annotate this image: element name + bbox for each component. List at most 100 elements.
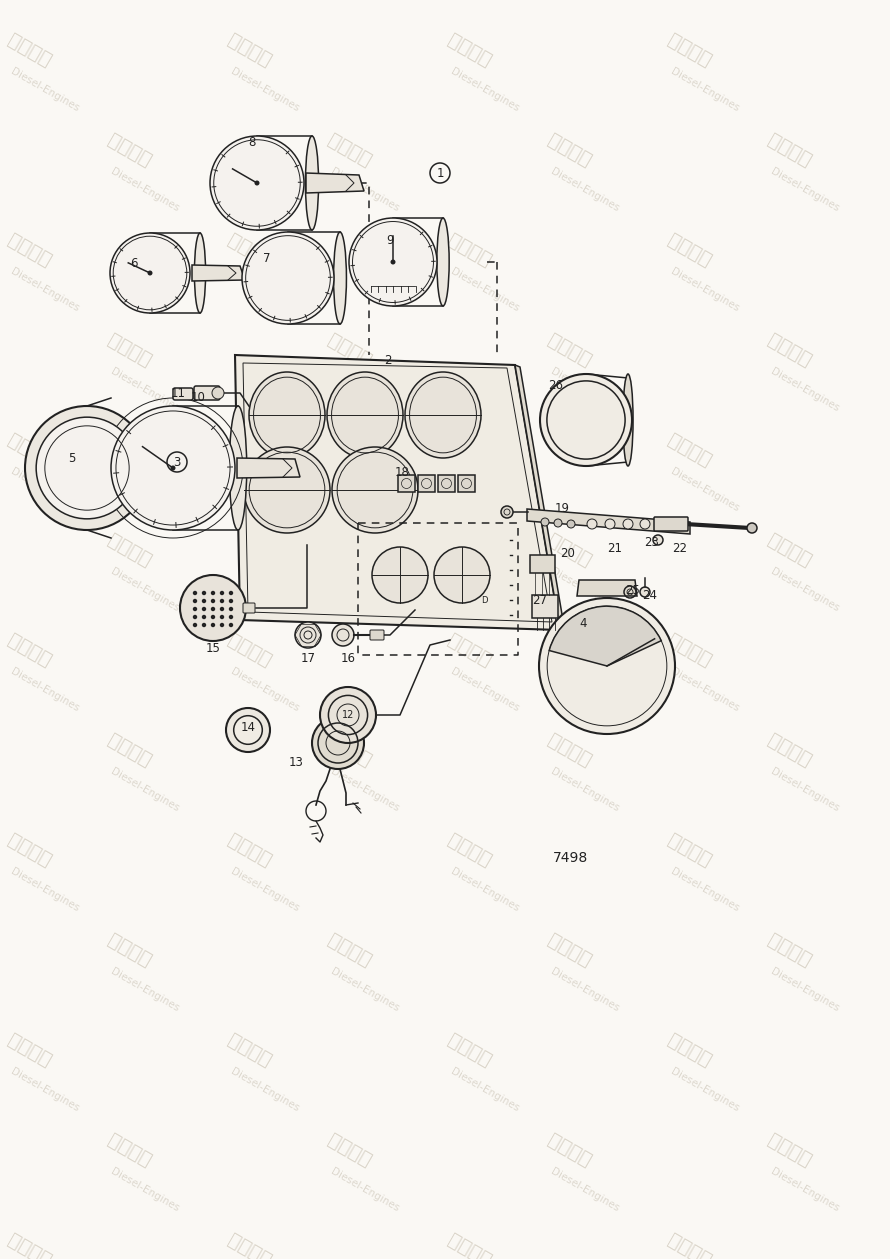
- Text: Diesel-Engines: Diesel-Engines: [449, 666, 521, 714]
- Polygon shape: [577, 580, 637, 596]
- Text: Diesel-Engines: Diesel-Engines: [769, 366, 841, 414]
- Circle shape: [349, 218, 437, 306]
- FancyBboxPatch shape: [418, 475, 435, 492]
- Text: Diesel-Engines: Diesel-Engines: [769, 767, 841, 813]
- Text: Diesel-Engines: Diesel-Engines: [329, 767, 401, 813]
- Circle shape: [25, 405, 149, 530]
- Text: 紫发动力: 紫发动力: [765, 530, 815, 570]
- FancyBboxPatch shape: [530, 555, 555, 573]
- Circle shape: [202, 607, 206, 611]
- Text: 紫发动力: 紫发动力: [765, 1131, 815, 1170]
- Text: Diesel-Engines: Diesel-Engines: [549, 166, 621, 214]
- Text: Diesel-Engines: Diesel-Engines: [549, 967, 621, 1013]
- Polygon shape: [237, 458, 300, 478]
- Text: 紫发动力: 紫发动力: [5, 1030, 55, 1070]
- Text: 9: 9: [386, 233, 393, 247]
- Circle shape: [212, 387, 224, 399]
- Text: 12: 12: [342, 710, 354, 720]
- Circle shape: [211, 590, 215, 596]
- Ellipse shape: [305, 136, 319, 230]
- Circle shape: [211, 599, 215, 603]
- Text: 21: 21: [608, 541, 622, 554]
- Text: 紫发动力: 紫发动力: [445, 1030, 495, 1070]
- Ellipse shape: [372, 546, 428, 603]
- Circle shape: [605, 519, 615, 529]
- Text: 紫发动力: 紫发动力: [225, 30, 275, 71]
- FancyBboxPatch shape: [243, 603, 255, 613]
- Ellipse shape: [334, 232, 346, 324]
- Circle shape: [193, 623, 198, 627]
- Text: Diesel-Engines: Diesel-Engines: [109, 767, 181, 813]
- Circle shape: [229, 623, 233, 627]
- Text: 22: 22: [673, 541, 687, 554]
- Text: Diesel-Engines: Diesel-Engines: [9, 267, 81, 313]
- Text: Diesel-Engines: Diesel-Engines: [9, 866, 81, 914]
- Circle shape: [229, 590, 233, 596]
- Text: 紫发动力: 紫发动力: [325, 130, 375, 170]
- Text: 紫发动力: 紫发动力: [5, 630, 55, 670]
- Text: 紫发动力: 紫发动力: [665, 431, 715, 470]
- Ellipse shape: [244, 447, 330, 533]
- Text: Diesel-Engines: Diesel-Engines: [9, 466, 81, 514]
- Text: Diesel-Engines: Diesel-Engines: [549, 567, 621, 613]
- Text: 16: 16: [341, 651, 355, 665]
- Text: 7: 7: [263, 252, 271, 264]
- Ellipse shape: [194, 233, 206, 313]
- Text: 紫发动力: 紫发动力: [5, 431, 55, 470]
- Text: 紫发动力: 紫发动力: [665, 630, 715, 670]
- Text: 紫发动力: 紫发动力: [5, 1230, 55, 1259]
- Circle shape: [210, 136, 304, 230]
- Polygon shape: [527, 509, 690, 534]
- Polygon shape: [235, 355, 560, 630]
- Text: Diesel-Engines: Diesel-Engines: [669, 67, 741, 113]
- Ellipse shape: [332, 447, 418, 533]
- Text: Diesel-Engines: Diesel-Engines: [229, 466, 301, 514]
- Text: Diesel-Engines: Diesel-Engines: [109, 567, 181, 613]
- Text: 紫发动力: 紫发动力: [445, 630, 495, 670]
- Text: 17: 17: [301, 651, 315, 665]
- Text: Diesel-Engines: Diesel-Engines: [449, 866, 521, 914]
- Text: Diesel-Engines: Diesel-Engines: [329, 166, 401, 214]
- Circle shape: [391, 259, 395, 264]
- Text: Diesel-Engines: Diesel-Engines: [109, 366, 181, 414]
- Circle shape: [229, 599, 233, 603]
- Polygon shape: [306, 172, 364, 193]
- Text: Diesel-Engines: Diesel-Engines: [449, 267, 521, 313]
- Ellipse shape: [327, 371, 403, 458]
- Circle shape: [234, 715, 263, 744]
- Text: 2: 2: [384, 354, 392, 366]
- Circle shape: [110, 233, 190, 313]
- Text: 紫发动力: 紫发动力: [545, 730, 595, 771]
- Text: 27: 27: [532, 593, 547, 607]
- Text: Diesel-Engines: Diesel-Engines: [9, 67, 81, 113]
- Text: 紫发动力: 紫发动力: [445, 1230, 495, 1259]
- Text: Diesel-Engines: Diesel-Engines: [229, 866, 301, 914]
- Circle shape: [332, 624, 354, 646]
- Text: Diesel-Engines: Diesel-Engines: [449, 67, 521, 113]
- Text: 26: 26: [548, 379, 563, 392]
- Text: 紫发动力: 紫发动力: [105, 530, 155, 570]
- Text: 紫发动力: 紫发动力: [765, 130, 815, 170]
- Text: 20: 20: [561, 546, 576, 559]
- Circle shape: [640, 519, 650, 529]
- Circle shape: [202, 590, 206, 596]
- Circle shape: [623, 519, 633, 529]
- Text: 6: 6: [130, 257, 138, 269]
- Text: 紫发动力: 紫发动力: [5, 30, 55, 71]
- Text: 紫发动力: 紫发动力: [765, 930, 815, 969]
- Text: Diesel-Engines: Diesel-Engines: [229, 1066, 301, 1114]
- Text: 紫发动力: 紫发动力: [325, 730, 375, 771]
- Text: Diesel-Engines: Diesel-Engines: [329, 967, 401, 1013]
- FancyBboxPatch shape: [654, 517, 688, 531]
- Circle shape: [226, 708, 270, 752]
- Text: Diesel-Engines: Diesel-Engines: [669, 1066, 741, 1114]
- Text: Diesel-Engines: Diesel-Engines: [549, 366, 621, 414]
- Ellipse shape: [230, 405, 247, 530]
- Text: Diesel-Engines: Diesel-Engines: [549, 1166, 621, 1214]
- Circle shape: [148, 271, 152, 276]
- Circle shape: [640, 587, 650, 597]
- Text: Diesel-Engines: Diesel-Engines: [769, 967, 841, 1013]
- Text: 紫发动力: 紫发动力: [105, 730, 155, 771]
- Circle shape: [242, 232, 334, 324]
- Text: Diesel-Engines: Diesel-Engines: [769, 166, 841, 214]
